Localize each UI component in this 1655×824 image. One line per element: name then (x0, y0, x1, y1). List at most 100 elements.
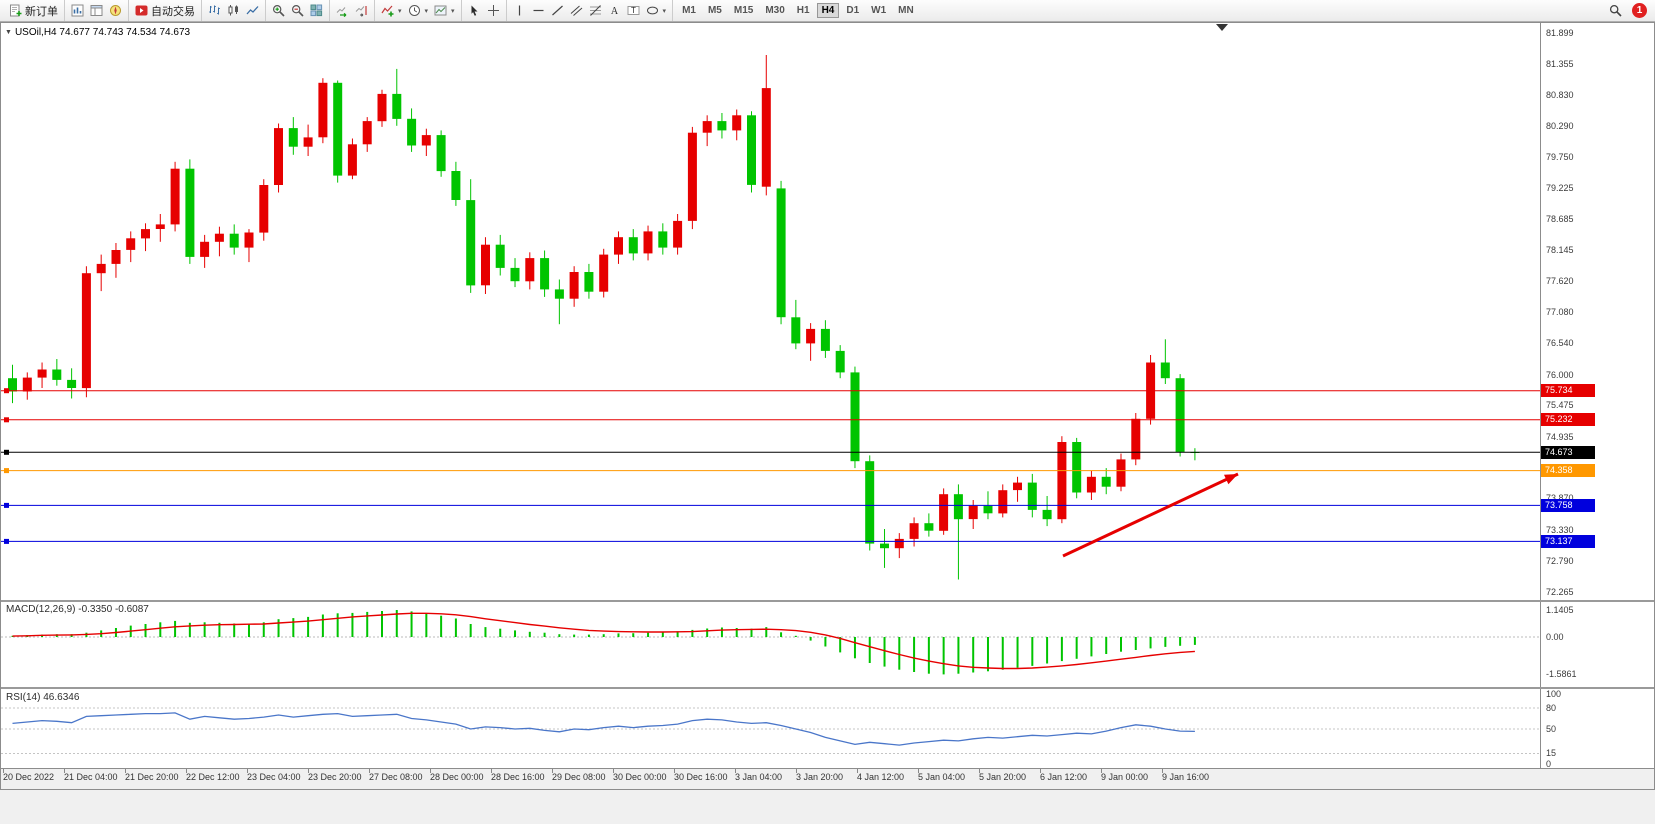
one-click-trading-toggle-icon[interactable]: ▼ (5, 29, 12, 36)
time-axis-tick (674, 769, 675, 773)
zoom-out-button[interactable] (288, 3, 307, 18)
price-tick: 74.935 (1546, 431, 1574, 442)
chart-surface[interactable] (0, 22, 1540, 768)
price-tick: 73.870 (1546, 493, 1574, 504)
dropdown-caret-icon: ▾ (398, 7, 402, 15)
price-tick: 76.000 (1546, 369, 1574, 380)
price-line-badge: 73.137 (1541, 534, 1595, 548)
timeframe-w1[interactable]: W1 (871, 5, 887, 16)
text-button[interactable]: A (605, 3, 624, 18)
time-axis-label: 21 Dec 04:00 (64, 772, 118, 782)
equidistant-channel-button[interactable] (567, 3, 586, 18)
line-chart-button[interactable] (243, 3, 262, 18)
cursor-icon (468, 4, 481, 17)
vertical-line-button[interactable] (510, 3, 529, 18)
time-axis-label: 9 Jan 00:00 (1101, 772, 1149, 782)
macd-label: MACD(12,26,9) -0.3350 -0.6087 (6, 604, 149, 615)
indicators-icon (381, 4, 394, 17)
templates-button[interactable]: ▾ (431, 3, 458, 18)
time-axis-label: 27 Dec 08:00 (369, 772, 423, 782)
price-axis[interactable] (1540, 22, 1655, 790)
time-axis-label: 23 Dec 04:00 (247, 772, 301, 782)
panel-divider-macd[interactable] (0, 600, 1655, 602)
crosshair-button[interactable] (484, 3, 503, 18)
trendline-button[interactable] (548, 3, 567, 18)
cursor-button[interactable] (465, 3, 484, 18)
indicators-button[interactable]: ▾ (378, 3, 405, 18)
periods-button[interactable]: ▾ (405, 3, 432, 18)
zoom-out-icon (291, 4, 304, 17)
price-tick: 73.330 (1546, 524, 1574, 535)
new-order-button[interactable]: 新订单 (6, 2, 61, 20)
time-axis-tick (491, 769, 492, 773)
line-chart-icon (246, 4, 259, 17)
channel-icon (570, 4, 583, 17)
chart-ohlc-values: 74.677 74.743 74.534 74.673 (59, 27, 191, 38)
label-icon: T (627, 4, 640, 17)
time-axis-label: 9 Jan 16:00 (1162, 772, 1210, 782)
timeframe-m1[interactable]: M1 (682, 5, 696, 16)
candlestick-chart-button[interactable] (224, 3, 243, 18)
time-axis-tick (735, 769, 736, 773)
svg-text:A: A (610, 6, 618, 17)
shapes-button[interactable]: ▾ (643, 3, 670, 18)
chart-shift-button[interactable] (352, 3, 371, 18)
timeframe-d1[interactable]: D1 (846, 5, 860, 16)
dropdown-caret-icon: ▾ (451, 7, 455, 15)
time-axis-tick (552, 769, 553, 773)
timeframe-m15[interactable]: M15 (733, 5, 754, 16)
vline-icon (513, 4, 526, 17)
fibo-icon (589, 4, 602, 17)
time-axis-tick (1101, 769, 1102, 773)
price-tick: 75.475 (1546, 400, 1574, 411)
timeframe-mn[interactable]: MN (898, 5, 914, 16)
zoom-in-button[interactable] (269, 3, 288, 18)
time-axis-label: 28 Dec 00:00 (430, 772, 484, 782)
crosshair-icon (487, 4, 500, 17)
search-button[interactable] (1606, 3, 1625, 18)
window-bottom-area (0, 790, 1655, 824)
time-axis-label: 30 Dec 16:00 (674, 772, 728, 782)
tile-windows-button[interactable] (307, 3, 326, 18)
market-watch-button[interactable] (68, 3, 87, 18)
price-tick: 81.355 (1546, 59, 1574, 70)
timeframe-h4[interactable]: H4 (816, 3, 840, 18)
rsi-label: RSI(14) 46.6346 (6, 692, 79, 703)
macd-name: MACD(12,26,9) (6, 604, 76, 615)
chart-symbol: USOil,H4 (14, 27, 57, 38)
notification-badge[interactable]: 1 (1632, 3, 1647, 18)
time-axis-label: 22 Dec 12:00 (186, 772, 240, 782)
bar-chart-button[interactable] (205, 3, 224, 18)
data-window-button[interactable] (87, 3, 106, 18)
macd-signal-value: -0.6087 (114, 604, 149, 615)
timeframe-h1[interactable]: H1 (796, 5, 810, 16)
time-axis-tick (979, 769, 980, 773)
navigator-button[interactable] (106, 3, 125, 18)
text-label-button[interactable]: T (624, 3, 643, 18)
grid-icon (310, 4, 323, 17)
chart-title: ▼ USOil,H4 74.677 74.743 74.534 74.673 (5, 27, 190, 38)
text-icon: A (608, 4, 621, 17)
price-line-badge: 73.758 (1541, 498, 1595, 512)
fibonacci-button[interactable] (586, 3, 605, 18)
autotrading-button[interactable]: 自动交易 (132, 2, 198, 20)
timeframe-m30[interactable]: M30 (765, 5, 785, 16)
timeframe-m5[interactable]: M5 (707, 5, 722, 16)
time-axis-tick (857, 769, 858, 773)
candles-icon (227, 4, 240, 17)
price-tick: 81.899 (1546, 27, 1574, 38)
time-axis-label: 6 Jan 12:00 (1040, 772, 1088, 782)
time-axis-label: 30 Dec 00:00 (613, 772, 667, 782)
new-order-button-label: 新订单 (25, 5, 58, 18)
price-tick: 72.790 (1546, 556, 1574, 567)
market-watch-icon (71, 4, 84, 17)
price-tick: 77.620 (1546, 275, 1574, 286)
panel-divider-rsi[interactable] (0, 687, 1655, 689)
autotrading-icon (135, 4, 148, 17)
time-axis[interactable] (0, 768, 1655, 790)
auto-scroll-button[interactable] (333, 3, 352, 18)
clock-icon (408, 4, 421, 17)
horizontal-line-button[interactable] (529, 3, 548, 18)
navigator-icon (109, 4, 122, 17)
time-axis-label: 20 Dec 2022 (3, 772, 55, 782)
